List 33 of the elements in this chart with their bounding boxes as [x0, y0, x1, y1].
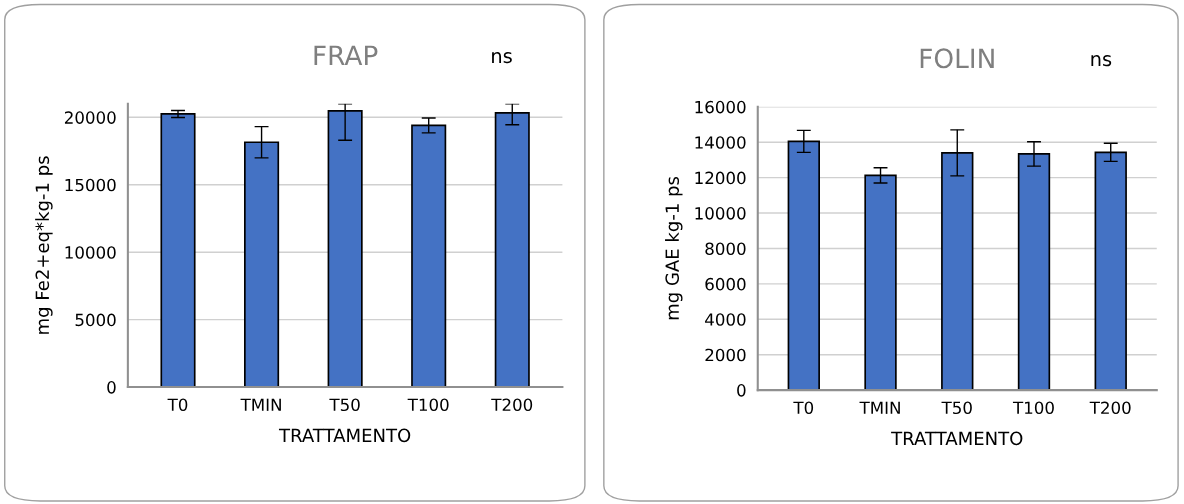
x-tick-label: T0: [167, 398, 188, 412]
x-tick-label: TMIN: [859, 401, 900, 414]
bar: [160, 113, 196, 388]
x-tick-label: T0: [793, 401, 814, 415]
y-tick-label: 0: [107, 381, 116, 394]
x-tick-label: TMIN: [240, 398, 281, 411]
y-tick-label: 15000: [65, 178, 116, 192]
y-axis-title: mg Fe2+eq*kg-1 ps: [35, 156, 53, 334]
y-tick-label: 10000: [65, 246, 116, 259]
y-tick-label: 14000: [695, 136, 746, 149]
y-tick-label: 4000: [705, 313, 746, 326]
x-tick-label: T50: [941, 401, 972, 415]
x-axis-title: TRATTAMENTO: [891, 431, 1023, 446]
x-axis-title: TRATTAMENTO: [278, 428, 411, 443]
y-tick-label: 2000: [705, 348, 746, 362]
y-tick-label: 8000: [705, 242, 746, 256]
y-axis-title: mg GAE kg-1 ps: [665, 176, 683, 320]
x-tick-label: T200: [1089, 401, 1131, 415]
y-tick-label: 10000: [695, 207, 746, 220]
chart-title: FOLIN: [920, 48, 994, 69]
x-tick-label: T100: [1012, 401, 1054, 415]
y-tick-label: 20000: [64, 111, 116, 124]
y-tick-label: 0: [737, 384, 746, 397]
text: ns: [1091, 55, 1112, 67]
y-tick-label: 6000: [705, 277, 746, 291]
x-tick-label: T100: [407, 398, 449, 412]
x-tick-label: T200: [491, 398, 533, 412]
chart-title: FRAP: [314, 45, 378, 65]
y-tick-label: 12000: [695, 171, 746, 185]
y-tick-label: 5000: [75, 313, 116, 327]
text: ns: [492, 52, 512, 64]
x-tick-label: T50: [329, 398, 360, 412]
y-tick-label: 16000: [695, 100, 746, 114]
